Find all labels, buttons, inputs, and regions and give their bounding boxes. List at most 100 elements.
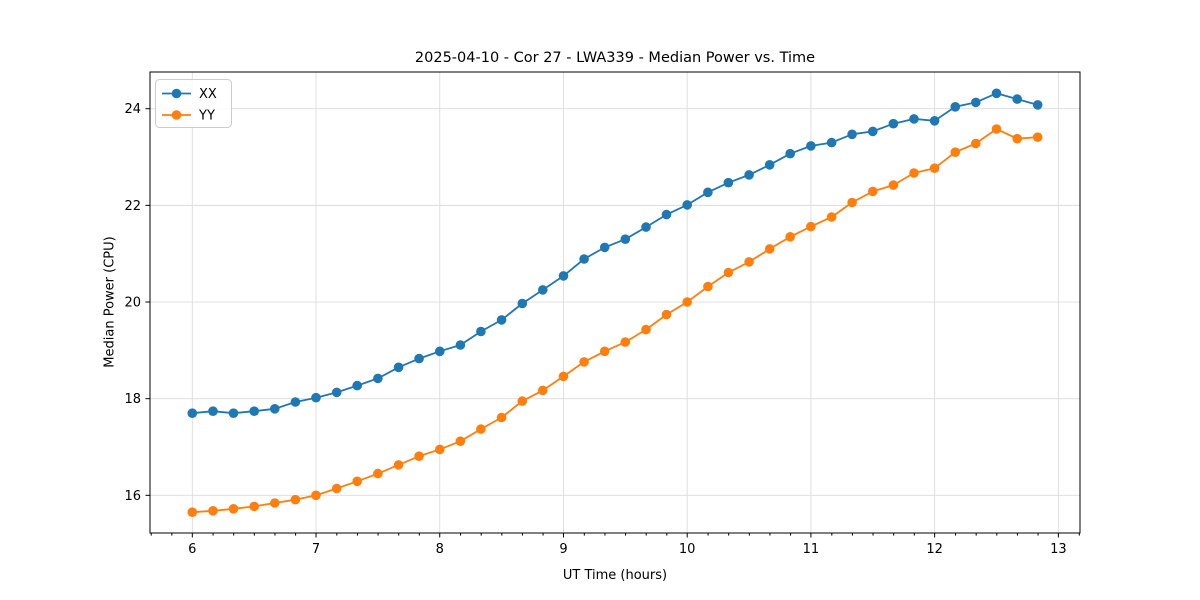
x-axis-label: UT Time (hours) — [562, 568, 668, 583]
data-point — [435, 346, 445, 357]
data-point — [270, 498, 280, 508]
data-point — [311, 490, 321, 501]
data-point — [971, 97, 981, 108]
data-point — [228, 504, 239, 514]
legend-label: XX — [199, 87, 217, 102]
data-point — [455, 340, 466, 350]
data-point — [496, 412, 507, 423]
legend-marker — [171, 110, 182, 120]
x-tick-label: 9 — [559, 542, 567, 557]
data-point — [909, 168, 919, 178]
data-point — [579, 357, 589, 367]
legend-marker — [171, 88, 182, 99]
data-point — [393, 460, 404, 470]
x-tick-label: 10 — [679, 542, 696, 557]
x-tick-label: 12 — [926, 542, 943, 557]
data-point — [558, 271, 569, 281]
data-point — [249, 406, 259, 417]
data-point — [373, 468, 383, 479]
y-tick-label: 22 — [124, 199, 141, 214]
data-point — [661, 209, 672, 220]
data-point — [806, 141, 816, 151]
data-point — [476, 424, 486, 434]
data-point — [435, 444, 445, 455]
data-point — [641, 222, 651, 232]
data-point — [1012, 94, 1022, 104]
data-point — [331, 387, 342, 398]
data-point — [806, 221, 816, 232]
data-point — [558, 371, 569, 382]
y-axis-label: Median Power (CPU) — [102, 236, 118, 368]
chart-title: 2025-04-10 - Cor 27 - LWA339 - Median Po… — [414, 50, 816, 66]
data-point — [228, 408, 239, 419]
data-point — [373, 373, 383, 384]
data-point — [414, 353, 424, 364]
data-point — [579, 254, 589, 264]
data-point — [208, 406, 218, 417]
data-point — [888, 180, 899, 190]
data-point — [661, 309, 672, 320]
x-tick-label: 8 — [436, 542, 444, 557]
legend-box — [155, 79, 232, 128]
data-point — [517, 298, 528, 309]
data-point — [352, 476, 363, 487]
data-point — [785, 148, 795, 159]
data-point — [331, 483, 342, 494]
data-point — [785, 232, 795, 242]
axes-ticks — [145, 108, 1080, 538]
data-point — [208, 506, 218, 516]
data-point — [950, 102, 961, 112]
data-point — [682, 297, 692, 307]
data-point — [826, 212, 837, 222]
data-point — [826, 137, 837, 148]
data-point — [290, 397, 301, 407]
data-point — [991, 124, 1002, 134]
data-point — [888, 118, 899, 129]
data-point — [1032, 100, 1043, 110]
data-point — [538, 385, 548, 396]
data-point — [311, 392, 321, 403]
data-point — [868, 186, 878, 197]
series-line-XX — [191, 92, 1039, 415]
data-point — [847, 197, 857, 208]
grid — [150, 72, 1080, 533]
data-point — [764, 244, 775, 254]
data-point — [476, 326, 486, 337]
data-point — [1012, 133, 1022, 144]
data-point — [1032, 132, 1043, 142]
data-point — [414, 451, 424, 462]
data-point — [187, 507, 198, 517]
y-tick-label: 16 — [124, 489, 141, 504]
data-point — [744, 257, 754, 267]
data-point — [599, 346, 610, 357]
y-tick-label: 24 — [124, 102, 141, 117]
data-point — [455, 436, 466, 447]
data-point — [744, 170, 754, 180]
plot-border — [149, 71, 1081, 534]
data-point — [703, 187, 713, 198]
data-point — [517, 396, 528, 406]
data-point — [950, 147, 961, 157]
data-point — [620, 234, 631, 244]
data-point — [723, 177, 734, 188]
series-line-YY — [191, 128, 1039, 514]
x-tick-label: 11 — [803, 542, 820, 557]
data-point — [538, 285, 548, 295]
data-point — [187, 408, 198, 419]
data-point — [270, 404, 280, 414]
y-tick-label: 20 — [124, 296, 141, 311]
data-point — [290, 494, 301, 505]
data-point — [764, 160, 775, 170]
data-point — [393, 362, 404, 373]
data-point — [723, 267, 734, 278]
data-point — [249, 501, 259, 512]
data-point — [971, 138, 981, 149]
x-tick-label: 6 — [188, 542, 196, 557]
x-tick-label: 13 — [1050, 542, 1067, 557]
data-point — [929, 163, 940, 173]
x-tick-label: 7 — [312, 542, 320, 557]
data-point — [352, 380, 363, 391]
data-point — [496, 315, 507, 325]
